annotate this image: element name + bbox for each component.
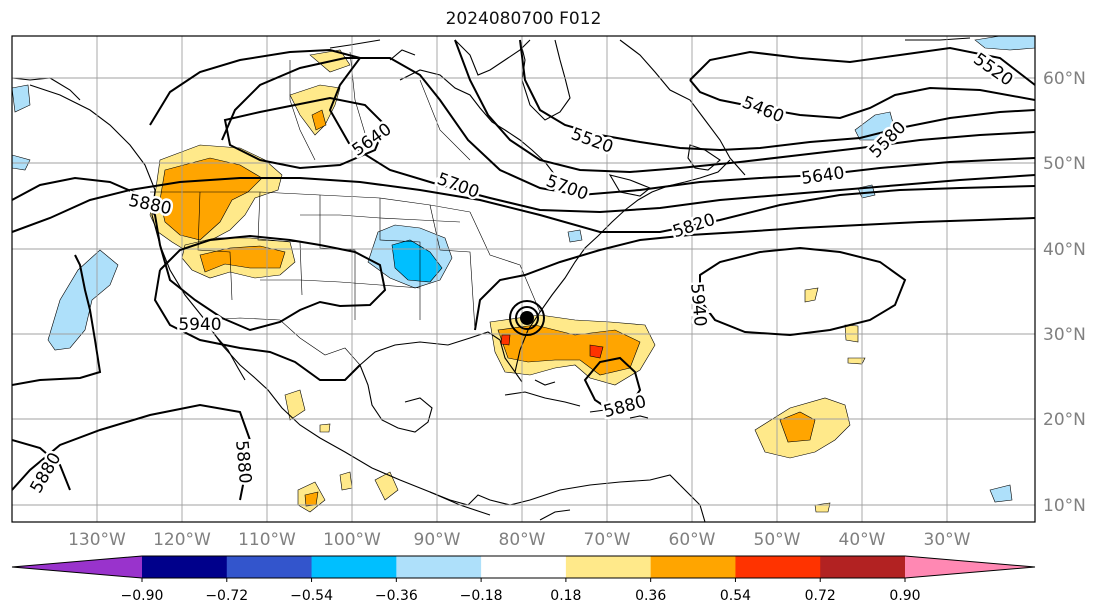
contour-low-center-ring — [509, 300, 545, 336]
positive-anomaly-southeast-core — [497, 324, 641, 376]
colorbar-tick-label: 0.90 — [889, 588, 920, 604]
colorbar-arrow-max — [905, 556, 1035, 578]
colorbar-segment — [735, 556, 821, 578]
contour-5460 — [689, 79, 1035, 120]
colorbar — [11, 555, 1036, 582]
longitude-tick-label: 40°W — [839, 530, 886, 550]
map-background — [12, 36, 1035, 522]
contour-5520-south — [519, 39, 1035, 152]
longitude-tick-label: 90°W — [414, 530, 461, 550]
longitude-tick-label: 100°W — [323, 530, 381, 550]
latitude-tick-label: 60°N — [1043, 69, 1086, 89]
colorbar-tick-label: −0.72 — [205, 588, 248, 604]
negative-anomaly-central-us-core — [391, 239, 443, 283]
colorbar-segment — [311, 556, 397, 578]
colorbar-tick-label: −0.54 — [290, 588, 333, 604]
longitude-tick-label: 120°W — [153, 530, 211, 550]
map-frame — [11, 35, 1036, 523]
colorbar-segment — [396, 556, 482, 578]
contour-5940-central — [153, 269, 361, 381]
positive-anomaly-southwest-core — [199, 245, 286, 273]
colorbar-segment — [650, 556, 736, 578]
latitude-tick-labels: 60°N 50°N 40°N 30°N 20°N 10°N — [1043, 69, 1086, 516]
contour-5880-east — [474, 217, 1035, 331]
contour-5940-south — [12, 254, 102, 386]
contour-label: 5940 — [686, 283, 710, 328]
contour-5640 — [221, 57, 1035, 197]
longitude-tick-label: 30°W — [924, 530, 971, 550]
latitude-tick-label: 40°N — [1043, 240, 1086, 260]
latitude-tick-label: 30°N — [1043, 325, 1086, 345]
colorbar-tick-label: 0.18 — [550, 588, 581, 604]
negative-anomaly-pacific — [47, 249, 119, 351]
colorbar-tick-label: 0.72 — [805, 588, 836, 604]
longitude-tick-label: 70°W — [584, 530, 631, 550]
contour-label: 5880 — [231, 440, 255, 485]
latitude-tick-label: 20°N — [1043, 410, 1086, 430]
colorbar-arrow-min — [12, 556, 142, 578]
colorbar-segment — [820, 556, 906, 578]
longitude-tick-labels: 130°W 120°W 110°W 100°W 90°W 80°W 70°W 60°W 50°W… — [68, 530, 971, 550]
contour-5880-sw — [12, 403, 252, 501]
contour-5940-atlantic — [699, 246, 907, 337]
longitude-tick-label: 60°W — [669, 530, 716, 550]
map-title: 2024080700 F012 — [445, 9, 602, 29]
colorbar-tick-labels: −0.90 −0.72 −0.54 −0.36 −0.18 0.18 0.36 0.54 0.7… — [121, 588, 921, 604]
colorbar-segment — [481, 556, 567, 578]
colorbar-tick-label: −0.36 — [375, 588, 418, 604]
height-contours — [12, 39, 1035, 501]
latitude-tick-label: 10°N — [1043, 496, 1086, 516]
positive-anomaly-southeast-max — [589, 344, 604, 359]
colorbar-segment — [142, 556, 228, 578]
colorbar-tick-label: −0.18 — [460, 588, 503, 604]
contour-5880-gulf — [583, 356, 642, 412]
colorbar-tick-label: 0.36 — [635, 588, 666, 604]
contour-5880-west — [12, 176, 387, 332]
longitude-tick-label: 80°W — [499, 530, 546, 550]
longitude-tick-label: 50°W — [754, 530, 801, 550]
contour-5520-north — [689, 46, 1035, 86]
tropical-cyclone-marker — [520, 311, 534, 325]
colorbar-segment — [565, 556, 652, 578]
longitude-tick-label: 110°W — [238, 530, 296, 550]
longitude-tick-label: 130°W — [68, 530, 126, 550]
contour-5700 — [149, 48, 1035, 214]
latitude-tick-label: 50°N — [1043, 154, 1086, 174]
contour-label: 5940 — [178, 315, 221, 335]
colorbar-tick-label: 0.54 — [720, 588, 751, 604]
contour-5640-closed — [223, 96, 387, 170]
colorbar-tick-label: −0.90 — [121, 588, 164, 604]
contour-5580 — [454, 39, 1035, 174]
contour-5880-far — [12, 439, 71, 491]
colorbar-segment — [226, 556, 313, 578]
